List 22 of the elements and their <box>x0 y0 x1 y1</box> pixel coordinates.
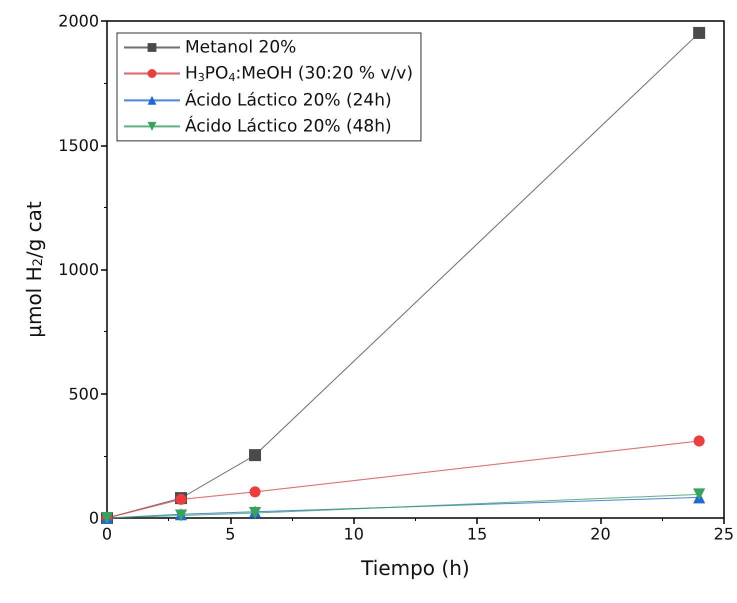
legend-label: Ácido Láctico 20% (48h) <box>185 115 392 136</box>
x-tick-label: 5 <box>225 524 236 544</box>
point <box>250 486 261 498</box>
x-tick-label: 15 <box>466 524 488 544</box>
point <box>694 435 705 446</box>
point <box>693 26 706 39</box>
x-axis-title: Tiempo (h) <box>360 556 470 580</box>
x-tick-label: 25 <box>714 524 734 544</box>
x-tick-label: 0 <box>102 524 112 544</box>
y-tick-label: 500 <box>68 384 99 404</box>
y-tick-label: 0 <box>88 508 99 528</box>
y-tick-label: 2000 <box>58 12 99 30</box>
y-tick-label: 1500 <box>58 136 99 155</box>
legend-label: Ácido Láctico 20% (24h) <box>185 89 392 110</box>
point <box>249 449 262 462</box>
legend-label: Metanol 20% <box>185 38 296 58</box>
x-tick-label: 20 <box>590 524 611 544</box>
y-axis-title: μmol H2/g cat <box>22 201 46 338</box>
legend-label: H3PO4:MeOH (30:20 % v/v) <box>185 64 413 84</box>
y-tick-label: 1000 <box>58 260 99 279</box>
point <box>693 488 706 500</box>
x-tick-label: 10 <box>344 524 364 544</box>
